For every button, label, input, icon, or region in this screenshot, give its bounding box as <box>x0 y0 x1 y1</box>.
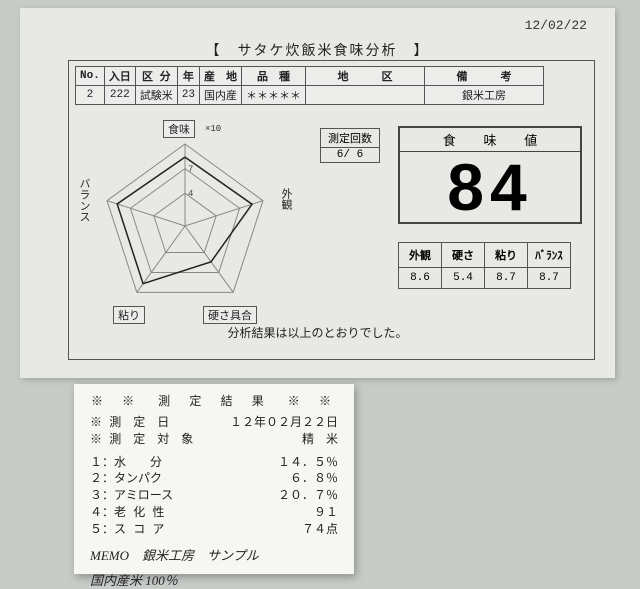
svg-text:7: 7 <box>188 165 193 175</box>
list-item: ５：ス コ ア７４点 <box>90 522 338 539</box>
score-box: 食 味 値 84 <box>398 126 582 224</box>
measurement-count: 測定回数 6/ 6 <box>320 128 380 163</box>
radar-chart: 4 7 食味 ×10 外観 硬さ具合 粘り バランス <box>75 118 295 328</box>
list-item: ２：タンパク６．８％ <box>90 471 338 488</box>
sub-table: 外観 硬さ 粘り ﾊﾞﾗﾝｽ 8.6 5.4 8.7 8.7 <box>398 242 571 289</box>
receipt: ※ ※ 測 定 結 果 ※ ※ ※ 測 定 日１２年０２月２２日 ※ 測 定 対… <box>74 384 354 574</box>
receipt-title: ※ ※ 測 定 結 果 ※ ※ <box>90 392 338 409</box>
title: 【 サタケ炊飯米食味分析 】 <box>20 40 615 60</box>
memo-line-2: 国内産米 100％ <box>90 570 338 589</box>
axis-right: 外観 <box>273 188 297 210</box>
meas-label: 測定回数 <box>321 129 379 148</box>
analysis-sheet: 12/02/22 【 サタケ炊飯米食味分析 】 No. 入日 区 分 年 産 地… <box>20 8 615 378</box>
axis-bl: 粘り <box>113 306 145 324</box>
list-item: ４：老 化 性９１ <box>90 505 338 522</box>
score-label: 食 味 値 <box>400 128 580 152</box>
print-date: 12/02/22 <box>525 18 587 33</box>
list-item: ※ 測 定 対 象精 米 <box>90 432 338 449</box>
info-table: No. 入日 区 分 年 産 地 品 種 地 区 備 考 2 222 試験米 2… <box>75 66 544 105</box>
axis-br: 硬さ具合 <box>203 306 257 324</box>
svg-text:4: 4 <box>188 189 193 199</box>
axis-top: 食味 <box>163 120 195 138</box>
list-item: ３：アミロース２０．７％ <box>90 488 338 505</box>
radar-svg: 4 7 <box>75 118 295 328</box>
x10-label: ×10 <box>205 124 221 134</box>
table-row: 外観 硬さ 粘り ﾊﾞﾗﾝｽ <box>399 243 571 268</box>
table-row: No. 入日 区 分 年 産 地 品 種 地 区 備 考 <box>76 67 544 86</box>
axis-left: バランス <box>71 178 95 222</box>
score-value: 84 <box>400 152 580 222</box>
table-row: 2 222 試験米 23 国内産 ＊＊＊＊＊ 銀米工房 <box>76 86 544 105</box>
memo-line-1: MEMO 銀米工房 サンプル <box>90 545 338 564</box>
meas-value: 6/ 6 <box>321 148 379 162</box>
footer: 分析結果は以上のとおりでした。 <box>20 324 615 341</box>
list-item: ※ 測 定 日１２年０２月２２日 <box>90 415 338 432</box>
table-row: 8.6 5.4 8.7 8.7 <box>399 268 571 289</box>
list-item: １：水 分１４．５％ <box>90 455 338 472</box>
